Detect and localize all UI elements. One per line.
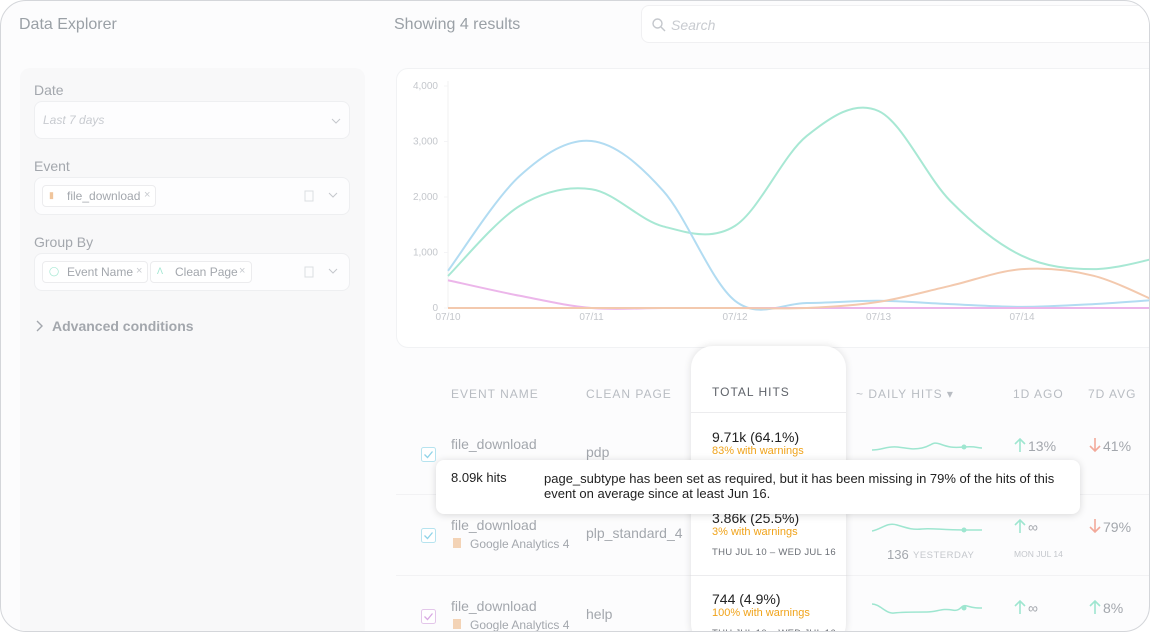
column-header[interactable]: 1D AGO [1013,387,1064,401]
results-count: Showing 4 results [394,16,521,33]
x-tick-label: 07/14 [1009,312,1034,323]
chart-card [396,68,1149,348]
event-name: file_download [451,517,537,533]
column-header[interactable]: EVENT NAME [451,387,539,401]
series-line [447,106,1149,277]
chip-icon: ◯ [49,266,60,276]
row-checkbox[interactable] [421,609,437,625]
sparkline [872,603,983,614]
change-7d: 8% [1103,600,1124,616]
arrow-up [1014,599,1026,614]
chip-remove[interactable]: × [144,189,151,201]
date-label: Date [34,82,64,98]
event-chip[interactable]: ▮ file_download × [42,185,156,207]
y-tick-label: 4,000 [413,81,438,92]
arrow-up [1014,437,1026,452]
tooltip-hits: 8.09k hits [451,470,507,485]
date-range: THU JUL 10 – WED JUL 16 [712,547,836,558]
divider [691,575,846,576]
column-header[interactable]: ~ DAILY HITS ▾ [856,387,954,401]
total-hits: 3.86k (25.5%) [712,510,800,526]
daily-hits: 136 [887,547,909,562]
tooltip-message: page_subtype has been set as required, b… [544,471,1055,501]
event-select[interactable]: ▮ file_download × [34,177,350,215]
source-icon [453,538,461,548]
change-1d: ∞ [1028,600,1038,616]
chip-remove[interactable]: × [136,265,143,277]
sparkline [872,523,982,533]
group-by-label: Group By [34,234,94,250]
divider [691,412,846,413]
actions [304,266,338,278]
warning-rate: 100% with warnings [712,607,810,619]
source-icon-text: Google Analytics 4 [470,618,570,632]
chip-icon: ▮ [49,190,54,200]
change-1d: ∞ [1028,519,1038,535]
total-hits: 744 (4.9%) [712,591,781,607]
clean-page: plp_standard_4 [586,525,683,541]
change-7d: 79% [1103,519,1132,535]
event-label: Event [34,158,70,174]
chip-text: Event Name [67,265,134,279]
chip-text: file_download [67,189,141,203]
advanced-toggle[interactable]: Advanced conditions [52,318,194,334]
tooltip: 8.09k hits page_subtype has been set as … [436,460,1080,514]
daily-note: YESTERDAY [913,550,975,561]
change-note: MON JUL 14 [1014,549,1063,559]
app-title: Data Explorer [19,16,117,33]
date-select[interactable]: Last 7 days [34,101,350,139]
search-icon [652,18,666,32]
chip-icon: Λ [157,266,164,276]
chip-remove[interactable]: × [239,265,246,277]
arrow-down [1089,519,1101,534]
series-line [447,279,1149,310]
y-tick-label: 2,000 [413,192,438,203]
warning-rate: 3% with warnings [712,526,798,538]
chip-text: Clean Page [175,265,238,279]
arrow-down [1089,438,1101,453]
column-header[interactable]: CLEAN PAGE [586,387,672,401]
group-chip[interactable]: ◯ Event Name × [42,261,148,283]
date-range: THU JUL 10 – WED JUL 16 [712,629,836,631]
filter-panel [20,68,365,631]
warning-rate: 83% with warnings [712,445,804,457]
change-7d: 41% [1103,438,1132,454]
x-tick-label: 07/13 [866,312,891,323]
change-1d: 13% [1028,438,1057,454]
event-name: file_download [451,598,537,614]
arrow-up [1089,599,1101,614]
column-header[interactable]: 7D AVG [1088,387,1137,401]
x-tick-label: 07/10 [435,312,460,323]
y-tick-label: 1,000 [413,248,438,259]
source-icon [453,619,461,629]
chevron [331,118,341,124]
total-hits: 9.71k (64.1%) [712,429,800,445]
group-chip[interactable]: Λ Clean Page × [150,261,252,283]
daily-hits: 124 [887,629,909,631]
expand-icon [36,320,43,332]
column-header[interactable]: TOTAL HITS [712,385,790,399]
y-tick-label: 0 [432,303,438,314]
x-tick-label: 07/12 [722,312,747,323]
series-line [447,139,1149,311]
x-tick-label: 07/11 [579,312,604,323]
arrow-up [1014,518,1026,533]
search-placeholder: Search [671,17,716,33]
y-tick-label: 3,000 [413,137,438,148]
clean-page: help [586,606,613,622]
date-value: Last 7 days [43,113,105,127]
row-checkbox[interactable] [421,447,437,463]
search-box[interactable]: Search [641,5,1149,43]
event-name: file_download [451,436,537,452]
row-checkbox[interactable] [421,528,437,544]
series-line [447,267,1149,310]
clean-page: pdp [586,444,610,460]
actions [304,190,338,202]
sparkline [872,442,983,451]
source-icon-text: Google Analytics 4 [470,537,570,551]
group-by-select[interactable]: ◯ Event Name × Λ Clean Page × [34,253,350,291]
